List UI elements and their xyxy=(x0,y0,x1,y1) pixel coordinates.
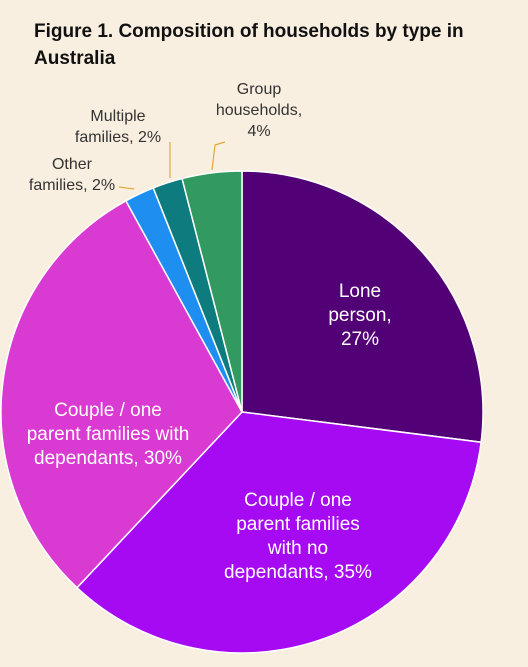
pie-slice-lone-person xyxy=(241,170,484,444)
leader-line-other-families xyxy=(118,186,135,190)
slice-label-other-families: Other families, 2% xyxy=(29,156,115,194)
slice-label-lone-person: Lone person, 27% xyxy=(328,281,391,350)
pie-slice-couple-one-parent-families-with-no-dependants xyxy=(75,411,482,654)
slice-label-couple-one-parent-families-with-dependants: Couple / one parent families with dependan… xyxy=(27,400,190,469)
slice-label-group-households: Group households, 4% xyxy=(216,81,302,140)
chart-title: Figure 1. Composition of households by t… xyxy=(34,21,464,69)
leader-line-group-households xyxy=(211,141,226,171)
slice-label-multiple-families: Multiple families, 2% xyxy=(75,108,161,146)
pie-slice-group-households xyxy=(181,170,243,413)
pie-slice-couple-one-parent-families-with-dependants xyxy=(0,199,243,589)
slice-label-couple-one-parent-families-with-no-dependants: Couple / one parent families with no depend… xyxy=(224,490,372,583)
